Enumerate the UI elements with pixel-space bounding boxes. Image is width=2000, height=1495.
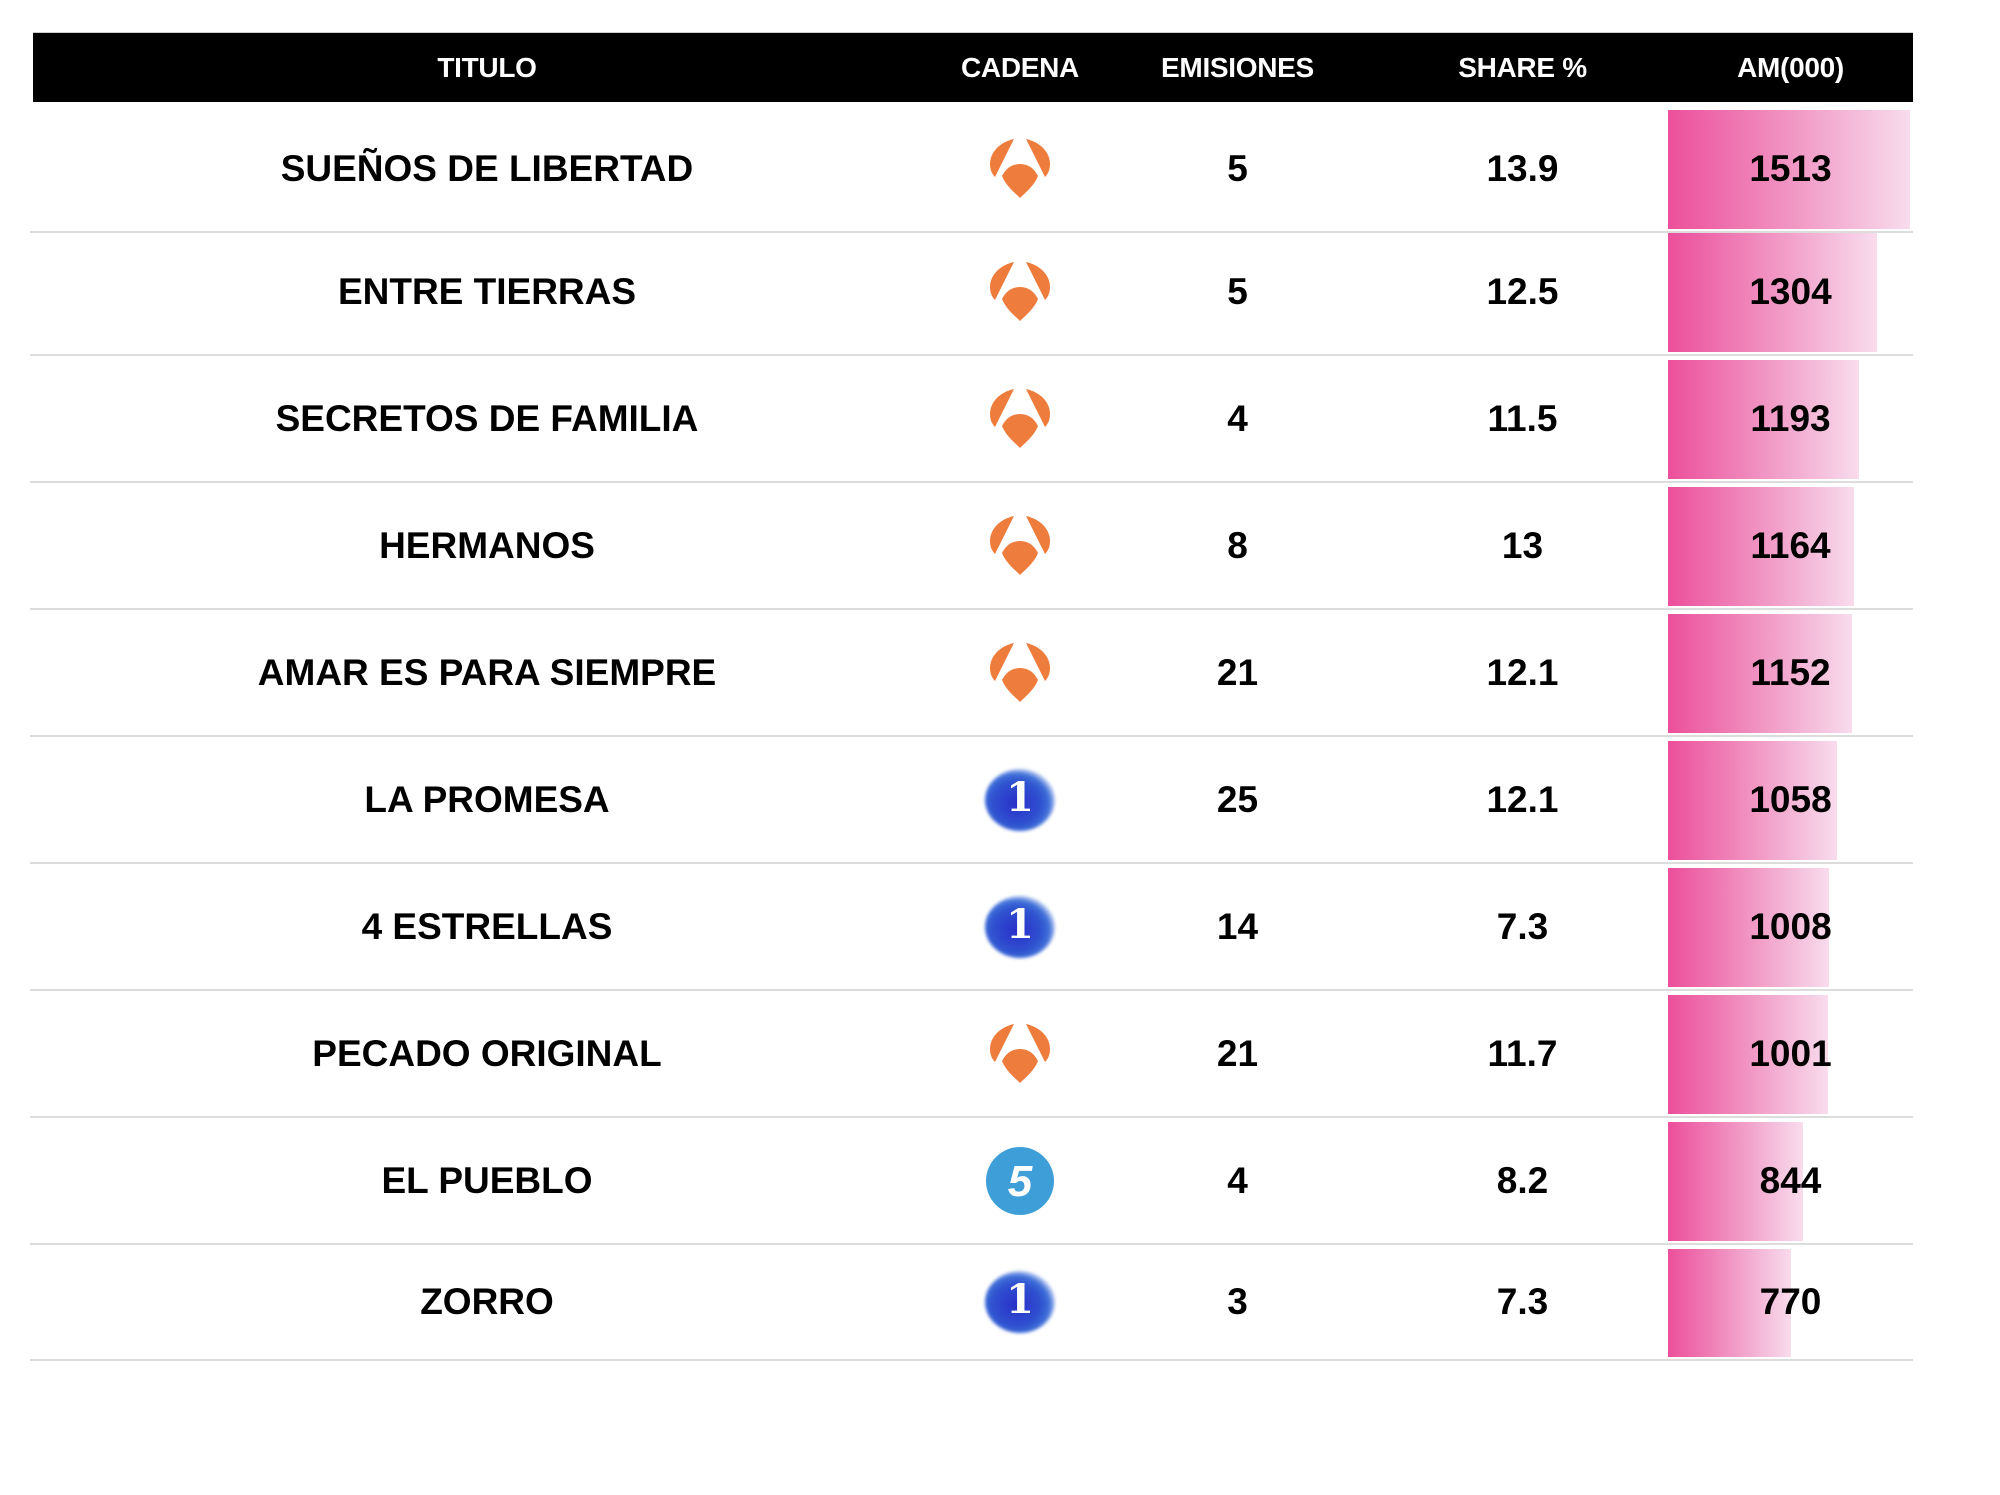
row-divider [30, 608, 1913, 610]
audience-bar [1668, 741, 1837, 860]
table-row-7: 4 ESTRELLAS 1 14 7.3 1008 [30, 864, 1913, 991]
title-cell: 4 ESTRELLAS [361, 906, 613, 947]
row-divider [30, 1116, 1913, 1118]
audience-cell: 1513 [1749, 148, 1832, 189]
audience-bar [1668, 1122, 1803, 1241]
antena3-logo-icon [984, 386, 1056, 452]
audience-cell: 770 [1759, 1281, 1822, 1322]
audience-bar [1668, 110, 1910, 229]
audience-bar [1668, 1249, 1791, 1357]
title-cell: ZORRO [420, 1281, 554, 1322]
table-row-4: HERMANOS 8 13 1164 [30, 483, 1913, 610]
share-cell: 7.3 [1496, 1281, 1549, 1322]
header-am: AM(000) [1737, 52, 1844, 83]
audience-cell: 1193 [1750, 398, 1831, 439]
row-divider [30, 989, 1913, 991]
telecinco-logo-icon: 5 [984, 1146, 1056, 1215]
antena3-logo-icon [984, 136, 1056, 202]
title-cell: PECADO ORIGINAL [312, 1033, 662, 1074]
audience-cell: 1152 [1750, 652, 1831, 693]
audience-bar [1668, 487, 1854, 606]
channel-cell: 5 [955, 1118, 1085, 1243]
row-divider [30, 735, 1913, 737]
audience-cell: 1001 [1749, 1033, 1832, 1074]
channel-cell [955, 991, 1085, 1116]
audience-bar [1668, 360, 1859, 479]
emissions-cell: 21 [1216, 652, 1259, 693]
emissions-cell: 25 [1216, 779, 1259, 820]
emissions-cell: 21 [1216, 1033, 1259, 1074]
audience-bar [1668, 995, 1828, 1114]
row-divider [30, 1359, 1913, 1361]
table-row-1: SUEÑOS DE LIBERTAD 5 13.9 1513 [30, 106, 1913, 233]
table-header: TITULO CADENA EMISIONES SHARE % AM(000) [33, 32, 1913, 102]
audience-bar [1668, 868, 1829, 987]
header-share: SHARE % [1458, 52, 1587, 83]
emissions-cell: 8 [1227, 525, 1248, 566]
audience-cell: 844 [1759, 1160, 1822, 1201]
antena3-logo-icon [984, 259, 1056, 325]
antena3-logo-icon [984, 513, 1056, 579]
title-cell: EL PUEBLO [381, 1160, 593, 1201]
channel-cell [955, 610, 1085, 735]
header-emisiones: EMISIONES [1161, 52, 1314, 83]
title-cell: AMAR ES PARA SIEMPRE [257, 652, 717, 693]
audience-cell: 1058 [1749, 779, 1832, 820]
share-cell: 7.3 [1496, 906, 1549, 947]
header-titulo: TITULO [437, 52, 537, 83]
channel-cell [955, 229, 1085, 354]
share-cell: 11.7 [1487, 1033, 1558, 1074]
audience-bar [1668, 614, 1852, 733]
title-cell: SUEÑOS DE LIBERTAD [280, 148, 694, 189]
la1-logo-icon: 1 [984, 1269, 1056, 1335]
channel-cell: 1 [955, 1245, 1085, 1359]
antena3-logo-icon [984, 640, 1056, 706]
channel-cell: 1 [955, 864, 1085, 989]
channel-cell: 1 [955, 737, 1085, 862]
share-cell: 12.1 [1486, 652, 1559, 693]
table-row-9: EL PUEBLO 5 4 8.2 844 [30, 1118, 1913, 1245]
emissions-cell: 4 [1227, 398, 1248, 439]
channel-cell [955, 106, 1085, 231]
share-cell: 13 [1501, 525, 1544, 566]
title-cell: ENTRE TIERRAS [337, 271, 637, 312]
row-divider [30, 481, 1913, 483]
channel-cell [955, 483, 1085, 608]
share-cell: 13.9 [1486, 148, 1559, 189]
antena3-logo-icon [984, 1021, 1056, 1087]
share-cell: 8.2 [1496, 1160, 1549, 1201]
title-cell: HERMANOS [379, 525, 595, 566]
row-divider [30, 1243, 1913, 1245]
audience-cell: 1008 [1749, 906, 1832, 947]
title-cell: LA PROMESA [364, 779, 610, 820]
audience-bar [1668, 233, 1877, 352]
share-cell: 12.1 [1486, 779, 1559, 820]
share-cell: 12.5 [1486, 271, 1559, 312]
table-row-6: LA PROMESA 1 25 12.1 1058 [30, 737, 1913, 864]
table-row-2: ENTRE TIERRAS 5 12.5 1304 [30, 229, 1913, 356]
audience-cell: 1164 [1750, 525, 1831, 566]
row-divider [30, 231, 1913, 233]
la1-logo-icon: 1 [984, 894, 1056, 960]
header-cadena: CADENA [961, 52, 1079, 83]
audience-cell: 1304 [1749, 271, 1832, 312]
row-divider [30, 354, 1913, 356]
emissions-cell: 14 [1216, 906, 1259, 947]
emissions-cell: 5 [1227, 271, 1248, 312]
la1-logo-icon: 1 [984, 767, 1056, 833]
emissions-cell: 5 [1227, 148, 1248, 189]
row-divider [30, 862, 1913, 864]
channel-cell [955, 356, 1085, 481]
emissions-cell: 3 [1227, 1281, 1248, 1322]
title-cell: SECRETOS DE FAMILIA [275, 398, 699, 439]
table-row-5: AMAR ES PARA SIEMPRE 21 12.1 1152 [30, 610, 1913, 737]
table-row-10: ZORRO 1 3 7.3 770 [30, 1245, 1913, 1361]
emissions-cell: 4 [1227, 1160, 1248, 1201]
table-row-3: SECRETOS DE FAMILIA 4 11.5 1193 [30, 356, 1913, 483]
share-cell: 11.5 [1487, 398, 1558, 439]
table-row-8: PECADO ORIGINAL 21 11.7 1001 [30, 991, 1913, 1118]
